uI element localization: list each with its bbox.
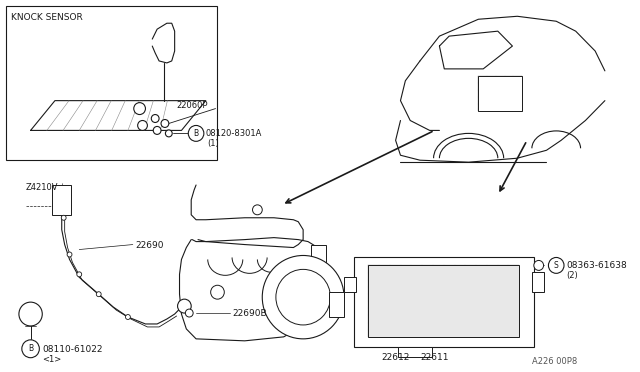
Text: B: B xyxy=(193,129,198,138)
Circle shape xyxy=(188,125,204,141)
Circle shape xyxy=(161,119,169,128)
Bar xyxy=(532,272,543,292)
Circle shape xyxy=(186,309,193,317)
Text: B: B xyxy=(28,344,33,353)
Circle shape xyxy=(262,256,344,339)
Circle shape xyxy=(151,115,159,122)
Circle shape xyxy=(153,126,161,134)
Circle shape xyxy=(253,205,262,215)
Text: 22690B: 22690B xyxy=(232,309,267,318)
Circle shape xyxy=(276,269,330,325)
Text: 08110-61022: 08110-61022 xyxy=(42,345,103,354)
Text: 22060P: 22060P xyxy=(177,101,208,110)
Circle shape xyxy=(22,340,39,358)
Bar xyxy=(311,244,326,269)
Bar xyxy=(369,265,519,337)
Bar xyxy=(354,257,534,347)
Text: 08120-8301A: 08120-8301A xyxy=(206,129,262,138)
Text: Z4210V: Z4210V xyxy=(26,183,58,192)
Circle shape xyxy=(61,215,66,220)
Circle shape xyxy=(534,260,543,270)
Circle shape xyxy=(165,130,172,137)
Circle shape xyxy=(96,292,101,296)
Bar xyxy=(6,6,218,160)
Circle shape xyxy=(548,257,564,273)
Text: A226 00P8: A226 00P8 xyxy=(532,357,577,366)
Circle shape xyxy=(138,121,147,131)
Text: KNOCK SENSOR: KNOCK SENSOR xyxy=(11,13,83,22)
Bar xyxy=(52,185,72,215)
Bar xyxy=(330,292,344,317)
Bar xyxy=(478,76,522,110)
Text: 22611: 22611 xyxy=(420,353,449,362)
Text: (2): (2) xyxy=(566,271,578,280)
Circle shape xyxy=(177,299,191,313)
Bar xyxy=(397,347,431,357)
Circle shape xyxy=(19,302,42,326)
Text: 22612: 22612 xyxy=(381,353,410,362)
Circle shape xyxy=(211,285,224,299)
Circle shape xyxy=(67,252,72,257)
Text: S: S xyxy=(554,261,559,270)
Text: 22690: 22690 xyxy=(136,241,164,250)
Bar xyxy=(344,277,356,292)
Circle shape xyxy=(134,103,145,115)
Text: <1>: <1> xyxy=(42,355,61,364)
Circle shape xyxy=(77,272,82,277)
Text: (1): (1) xyxy=(208,140,220,148)
Circle shape xyxy=(125,315,131,320)
Text: 08363-61638: 08363-61638 xyxy=(566,262,627,270)
